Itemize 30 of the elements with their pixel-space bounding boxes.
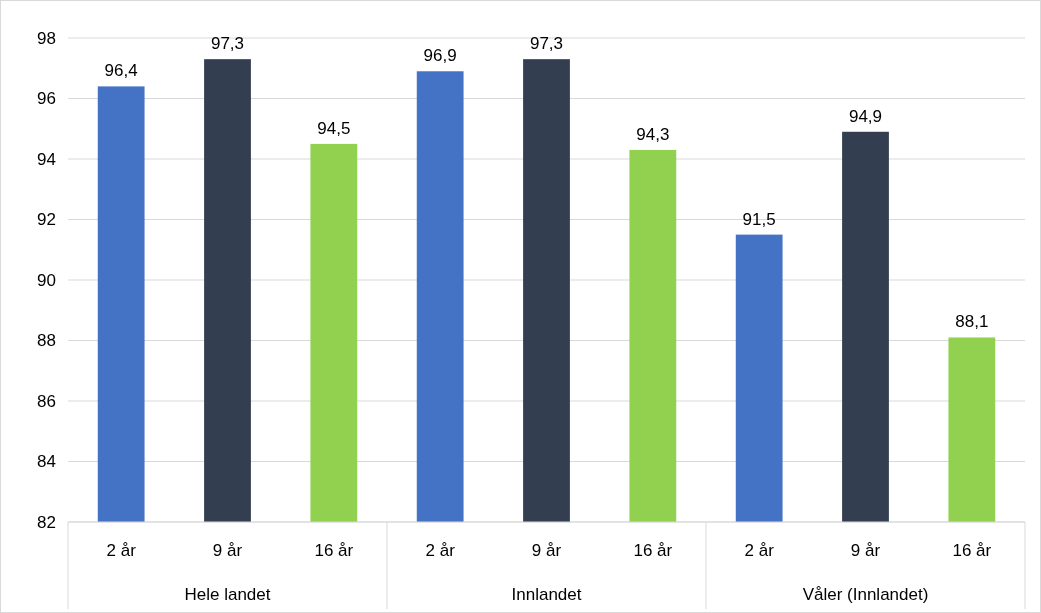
text: 2 år [425,541,455,560]
data-label: 94,9 [848,106,883,126]
data-label: 97,3 [210,34,245,54]
y-tick-label: 90 [37,270,56,290]
data-label: 88,1 [955,312,989,332]
data-label: 94,3 [636,124,670,144]
text: 9 år [850,541,881,560]
y-tick-label: 94 [37,149,56,169]
y-tick-label: 92 [37,210,56,230]
series-label: 2 år [106,541,137,560]
data-label: 91,5 [742,209,776,229]
y-tick-label: 84 [37,452,56,472]
y-tick-label: 96 [37,89,56,109]
data-label: 94,5 [317,118,351,138]
text: 2 år [744,541,774,560]
text: 16 år [633,541,673,560]
series-label: 16 år [314,541,354,560]
y-tick-label: 82 [37,512,56,532]
x-tick-label: Innlandet [511,585,582,604]
data-label: 97,3 [529,34,564,54]
y-tick-label: 88 [37,331,56,351]
x-tick-label: Våler (Innlandet) [802,585,929,604]
y-tick-label: 98 [37,28,56,48]
y-tick-label: 86 [37,391,56,411]
text: 9 år [531,541,562,560]
series-label: 9 år [212,541,243,560]
x-tick-label: Hele landet [184,585,271,604]
data-label: 96,4 [104,61,138,81]
data-label: 96,9 [423,46,457,66]
text: 16 år [952,541,992,560]
